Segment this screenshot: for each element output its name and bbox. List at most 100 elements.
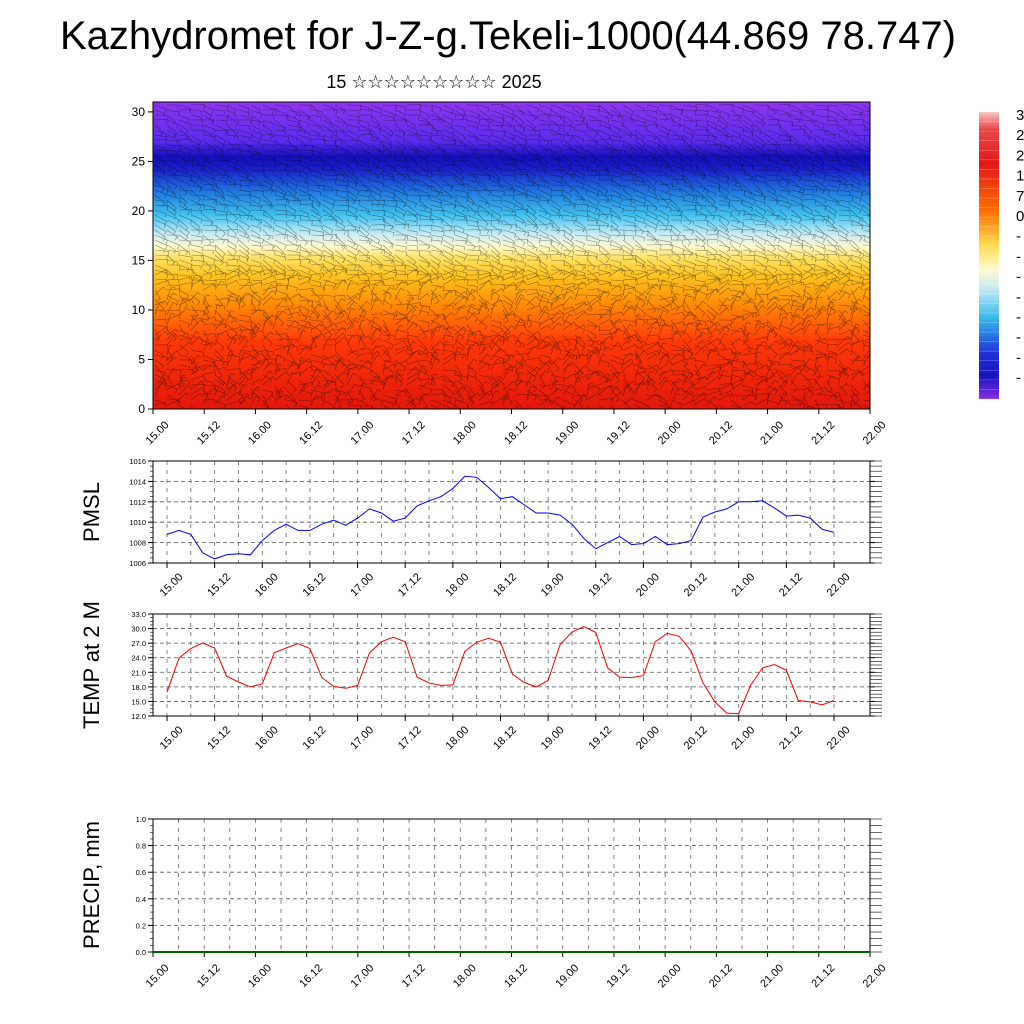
y-tick-label: 1006 xyxy=(129,559,146,568)
pmsl-grid xyxy=(153,461,870,563)
x-tick-label: 18.00 xyxy=(443,724,471,752)
x-tick-label: 15.12 xyxy=(195,962,223,990)
cross-section-y-tick-label: 15 xyxy=(132,253,146,267)
x-tick-label: 18.00 xyxy=(443,571,471,599)
x-tick-label: 19.12 xyxy=(586,724,614,752)
x-tick-label: 16.12 xyxy=(297,962,325,990)
y-tick-label: 1.0 xyxy=(136,815,146,824)
x-tick-label: 18.12 xyxy=(502,962,530,990)
x-tick-label: 20.00 xyxy=(634,571,662,599)
wind-barb-strokes xyxy=(154,103,870,409)
x-tick-label: 20.00 xyxy=(634,724,662,752)
x-tick-label: 21.00 xyxy=(729,571,757,599)
pmsl-x-axis: 15.00 15.12 16.00 16.12 17.00 17.12 18.00 18.12… xyxy=(158,563,853,599)
cross-section-y-tick-label: 20 xyxy=(132,204,146,218)
x-tick-label: 17.00 xyxy=(348,571,376,599)
pmsl-y-axis: 1006 1008 1010 1012 1014 1016 xyxy=(129,457,882,568)
chart-subtitle: 15 ☆☆☆☆☆☆☆☆☆ 2025 xyxy=(326,72,542,92)
x-tick-label: 20.00 xyxy=(656,962,684,990)
y-tick-label: 1008 xyxy=(129,539,146,548)
x-tick-label: 21.12 xyxy=(777,724,805,752)
pmsl-panel: 1006 1008 1010 1012 1014 1016 15.00 15.12 16.00… xyxy=(79,457,882,599)
x-tick-label: 16.00 xyxy=(246,962,274,990)
cross-section-x-tick-label: 16.00 xyxy=(246,419,274,447)
y-tick-label: 1014 xyxy=(129,477,146,486)
x-tick-label: 20.12 xyxy=(682,571,710,599)
colorbar: 3 2 2 1 7 0 - - - - - - - - xyxy=(979,107,1024,399)
x-tick-label: 20.12 xyxy=(682,724,710,752)
cross-section-x-axis: 15.00 15.12 16.00 16.12 17.00 17.12 18.00 18.12… xyxy=(144,409,889,447)
colorbar-label: - xyxy=(1016,309,1021,326)
cross-section-y-tick-label: 10 xyxy=(132,303,146,317)
x-tick-label: 17.12 xyxy=(396,571,424,599)
x-tick-label: 18.00 xyxy=(451,962,479,990)
x-tick-label: 21.12 xyxy=(809,962,837,990)
cross-section-y-tick-label: 30 xyxy=(132,105,146,119)
precip-panel: 0.00.20.40.60.81.0 15.00 15.12 16.00 16.12 1… xyxy=(79,815,889,990)
y-tick-label: 1016 xyxy=(129,457,146,466)
y-tick-label: 15.0 xyxy=(131,697,146,706)
x-tick-label: 19.12 xyxy=(605,962,633,990)
x-tick-label: 19.00 xyxy=(553,962,581,990)
x-tick-label: 19.12 xyxy=(586,571,614,599)
colorbar-label: - xyxy=(1016,349,1021,366)
x-tick-label: 16.12 xyxy=(301,571,329,599)
cross-section-x-tick-label: 20.00 xyxy=(656,419,684,447)
cross-section-x-tick-label: 19.00 xyxy=(553,419,581,447)
pmsl-series-line xyxy=(166,475,835,560)
cross-section-x-tick-label: 15.12 xyxy=(195,419,223,447)
y-tick-label: 12.0 xyxy=(131,712,146,721)
pmsl-frame xyxy=(152,460,871,564)
x-tick-label: 21.12 xyxy=(777,571,805,599)
precip-y-axis: 0.0 0.2 0.4 0.6 0.8 1.0 xyxy=(136,815,882,957)
colorbar-label: - xyxy=(1016,248,1021,265)
cross-section-x-tick-label: 21.12 xyxy=(809,419,837,447)
y-tick-label: 21.0 xyxy=(131,668,146,677)
colorbar-boxes xyxy=(979,112,999,399)
temp-x-axis: 15.00 15.12 16.00 16.12 17.00 17.12 18.00 18.12… xyxy=(158,716,853,752)
colorbar-label: 2 xyxy=(1016,147,1024,164)
cross-section-y-axis: 0 5 10 15 20 25 30 xyxy=(132,105,153,416)
x-tick-label: 19.00 xyxy=(539,571,567,599)
pmsl-axis-label: PMSL xyxy=(79,482,104,542)
x-tick-label: 16.00 xyxy=(253,724,281,752)
cross-section-x-tick-label: 17.00 xyxy=(348,419,376,447)
colorbar-label: - xyxy=(1016,269,1021,286)
temp-y-axis: 12.0 15.0 18.0 21.0 24.0 27.0 30.0 33.0 xyxy=(131,610,882,721)
cross-section-y-tick-label: 25 xyxy=(132,154,146,168)
cross-section-x-tick-label: 18.00 xyxy=(451,419,479,447)
precip-axis-label: PRECIP, mm xyxy=(79,821,104,949)
cross-section-x-tick-label: 18.12 xyxy=(502,419,530,447)
x-tick-label: 22.00 xyxy=(825,571,853,599)
chart-title: Kazhydromet for J-Z-g.Tekeli-1000(44.869… xyxy=(59,14,956,58)
colorbar-label: - xyxy=(1016,228,1021,245)
x-tick-label: 22.00 xyxy=(825,724,853,752)
temp-frame xyxy=(152,613,871,717)
temp-axis-label: TEMP at 2 M xyxy=(79,601,104,729)
y-tick-label: 0.2 xyxy=(136,921,146,930)
cross-section-y-tick-label: 5 xyxy=(138,352,145,366)
y-tick-label: 24.0 xyxy=(131,654,146,663)
y-tick-label: 0.8 xyxy=(136,842,146,851)
x-tick-label: 17.12 xyxy=(396,724,424,752)
y-tick-label: 1012 xyxy=(129,498,146,507)
y-tick-label: 1010 xyxy=(129,518,146,527)
colorbar-label: - xyxy=(1016,370,1021,387)
cross-section-x-tick-label: 21.00 xyxy=(758,419,786,447)
cross-section-panel: 0 5 10 15 20 25 30 15.00 15.12 16.00 16.12 17.00 17… xyxy=(132,101,889,447)
cross-section-x-tick-label: 15.00 xyxy=(144,419,172,447)
y-tick-label: 0.4 xyxy=(136,895,146,904)
cross-section-y-tick-label: 0 xyxy=(138,402,145,416)
cross-section-x-tick-label: 17.12 xyxy=(400,419,428,447)
x-tick-label: 17.00 xyxy=(348,962,376,990)
temp-series-line xyxy=(166,626,835,715)
cross-section-x-tick-label: 22.00 xyxy=(861,419,889,447)
temperature-field xyxy=(153,102,870,409)
y-tick-label: 30.0 xyxy=(131,625,146,634)
y-tick-label: 33.0 xyxy=(131,610,146,619)
colorbar-label: - xyxy=(1016,289,1021,306)
x-tick-label: 21.00 xyxy=(729,724,757,752)
x-tick-label: 18.12 xyxy=(491,724,519,752)
x-tick-label: 21.00 xyxy=(758,962,786,990)
colorbar-label: - xyxy=(1016,329,1021,346)
